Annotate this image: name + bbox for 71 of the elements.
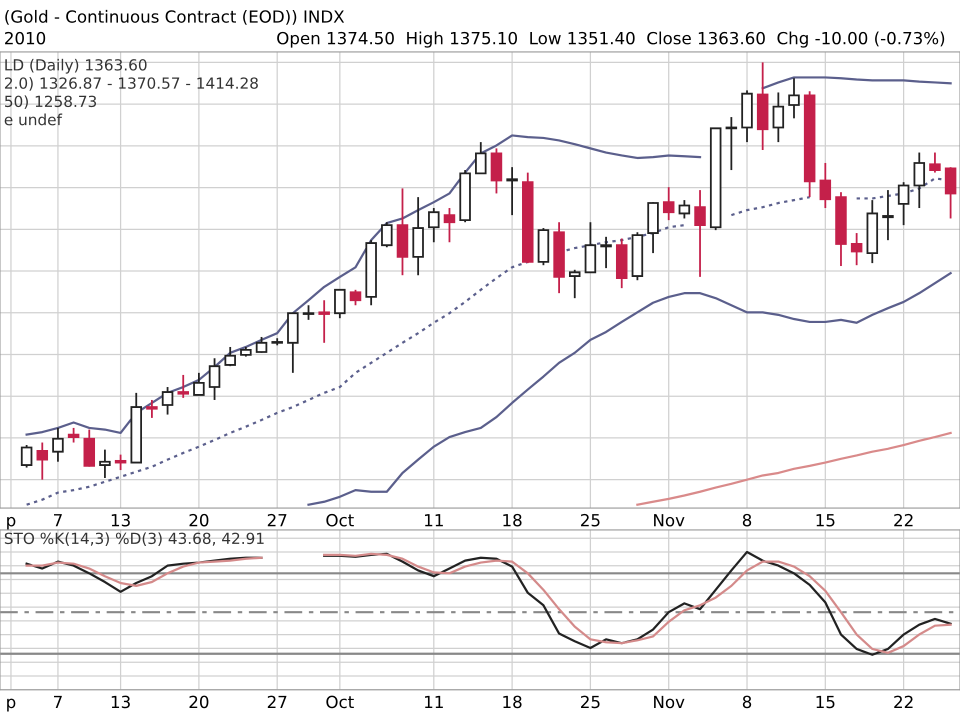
x-tick-label: 15 [816,514,834,526]
candlestick [177,374,189,399]
x-tick-label: 7 [54,514,62,526]
candlestick [52,427,64,463]
candlestick [318,299,330,344]
x-tick-label: 13 [112,696,130,708]
candlestick [475,141,487,174]
candlestick [114,454,126,471]
annotation: 2.0) 1326.87 - 1370.57 - 1414.28 [4,77,258,91]
candlestick [506,166,518,216]
x-tick-label: 11 [425,514,443,526]
x-tick-label: 25 [581,696,600,708]
candlestick [68,427,80,444]
candlestick [350,288,362,306]
chart-subtitle: 2010 [5,32,46,44]
chart-title: STO %K(14,3) %D(3) 43.68, 42.91 [4,532,264,546]
x-tick-label: Oct [326,514,354,526]
candlestick [240,346,252,358]
x-tick-label: 27 [268,514,286,526]
candlestick [662,186,674,222]
candlestick [788,77,800,120]
candlestick [20,444,32,468]
annotation: 50) 1258.73 [5,95,96,109]
x-tick-label: 8 [742,696,752,708]
candlestick [193,372,205,396]
x-tick-label: 25 [581,514,600,526]
candlestick [694,189,706,278]
x-tick-label: 20 [190,696,208,708]
candlestick [256,336,268,354]
x-tick-label: 15 [816,696,834,708]
x-tick-label: p [7,698,16,712]
x-tick-label: 7 [54,696,62,708]
candlestick [302,304,314,321]
annotation: LD (Daily) 1363.60 [5,58,147,74]
candlestick [678,199,690,220]
candlestick [726,116,738,171]
x-tick-label: Nov [654,696,684,708]
candlestick [444,207,456,244]
x-tick-label: 11 [425,696,443,708]
x-tick-label: 22 [894,696,913,708]
candlestick [146,399,158,419]
candlestick [428,207,440,244]
x-tick-label: Oct [326,696,354,708]
x-tick-label: p [7,516,16,530]
x-tick-label: 22 [894,514,913,526]
candlestick [162,386,174,416]
candlestick [772,92,784,144]
candlestick [600,236,612,270]
candlestick [820,162,832,209]
x-tick-label: 13 [112,514,130,526]
x-tick-label: 8 [742,514,752,526]
candlestick [334,288,346,320]
x-tick-label: 20 [190,514,208,526]
candlestick [929,152,941,174]
candlestick [224,346,236,368]
text: Open 1374.50 High 1375.10 Low 1351.40 Close 1363.60 Chg -10.00 (-0.73%) [277,32,944,48]
chart-title: (Gold - Continuous Contract (EOD)) INDX [5,10,344,25]
candlestick [882,189,894,242]
candlestick [36,442,48,481]
x-tick-label: Nov [654,514,684,526]
x-tick-label: 18 [503,696,522,708]
candlestick [568,268,581,300]
candlestick [850,232,862,266]
x-tick-label: 18 [503,514,522,526]
annotation: e undef [4,114,62,126]
candlestick [914,152,926,209]
candlestick [208,357,220,401]
candlestick [381,221,393,248]
candlestick [898,181,910,226]
candlestick [99,448,111,479]
x-tick-label: 27 [268,696,286,708]
